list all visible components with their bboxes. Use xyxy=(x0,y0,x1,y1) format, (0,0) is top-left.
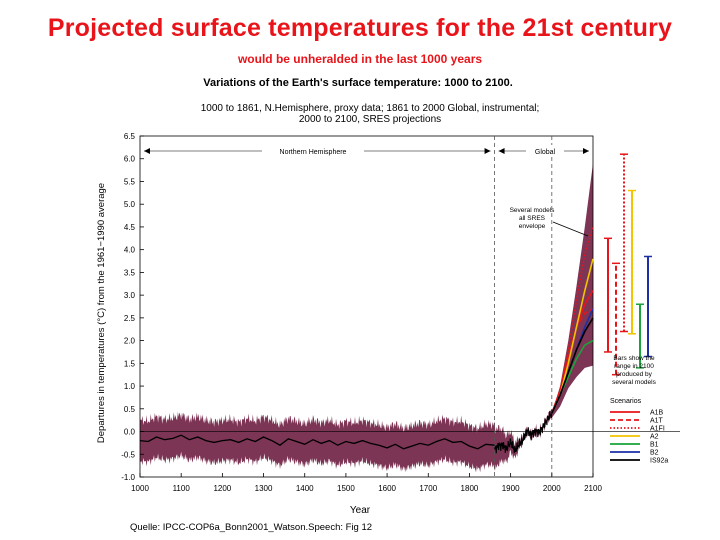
legend-label-b2: B2 xyxy=(650,450,659,457)
proxy-series-line xyxy=(139,434,495,450)
period-label-background xyxy=(262,145,364,156)
y-tick-label: -1.0 xyxy=(121,473,135,482)
y-tick-label: -0.5 xyxy=(121,450,135,459)
y-tick-label: 0.0 xyxy=(124,428,136,437)
scenario-line-a1t xyxy=(551,308,594,414)
legend-label-a1fi: A1FI xyxy=(650,426,665,433)
x-tick-label: 1500 xyxy=(337,484,355,493)
x-tick-label: 1300 xyxy=(255,484,273,493)
source-note: Quelle: IPCC-COP6a_Bonn2001_Watson.Speec… xyxy=(130,522,373,533)
chart-title: Variations of the Earth's surface temper… xyxy=(203,77,513,89)
envelope-annotation-arrow xyxy=(552,221,589,237)
projection-envelope xyxy=(551,163,593,418)
arrow-head-left xyxy=(498,148,505,154)
legend-title: Scenarios xyxy=(610,398,642,405)
y-tick-label: 5.0 xyxy=(124,200,136,209)
x-tick-label: 1100 xyxy=(173,484,191,493)
x-tick-label: 1900 xyxy=(502,484,520,493)
bars-annotation-line: Bars show the xyxy=(613,355,655,362)
slide-subtitle: would be unheralded in the last 1000 yea… xyxy=(237,52,483,66)
y-tick-label: 2.5 xyxy=(124,314,136,323)
legend-label-a2: A2 xyxy=(650,434,659,441)
bars-annotation-line: range in 2100 xyxy=(614,363,654,370)
slide-title: Projected surface temperatures for the 2… xyxy=(47,14,673,42)
y-tick-label: 4.0 xyxy=(124,246,136,255)
plot-frame xyxy=(139,135,594,478)
y-tick-label: 3.0 xyxy=(124,291,136,300)
x-tick-label: 1200 xyxy=(213,484,231,493)
envelope-annotation-line: envelope xyxy=(519,223,546,230)
chart-subtitle-line-2: 2000 to 2100, SRES projections xyxy=(299,114,441,125)
x-tick-label: 1400 xyxy=(296,484,314,493)
y-tick-label: 1.5 xyxy=(124,359,136,368)
period-label-background xyxy=(526,145,564,156)
period-label-global: Global xyxy=(535,149,556,156)
envelope-annotation-line: all SRES xyxy=(519,215,546,222)
y-tick-label: 2.0 xyxy=(124,337,136,346)
y-tick-label: 3.5 xyxy=(124,268,136,277)
y-tick-label: 1.0 xyxy=(124,382,136,391)
period-label-northern-hemisphere: Northern Hemisphere xyxy=(280,149,347,156)
bars-annotation-line: several models xyxy=(612,379,656,386)
arrow-head-left xyxy=(144,148,150,154)
x-tick-label: 1800 xyxy=(461,484,479,493)
legend-label-a1t: A1T xyxy=(650,418,664,425)
y-tick-label: 0.5 xyxy=(124,405,136,414)
instrumental-series-line xyxy=(494,409,553,454)
envelope-annotation-line: Several models xyxy=(510,207,556,214)
x-tick-label: 2000 xyxy=(543,484,561,493)
x-tick-label: 2100 xyxy=(584,484,602,493)
scenario-line-a1fi xyxy=(551,226,594,414)
x-tick-label: 1000 xyxy=(131,484,149,493)
y-tick-label: 6.0 xyxy=(124,155,136,164)
chart-subtitle-line-1: 1000 to 1861, N.Hemisphere, proxy data; … xyxy=(201,103,540,114)
y-tick-label: 4.5 xyxy=(124,223,136,232)
scenario-line-is92a xyxy=(551,317,594,414)
y-tick-label: 6.5 xyxy=(124,132,136,141)
uncertainty-band xyxy=(140,409,552,473)
arrow-head-right xyxy=(484,148,491,154)
legend-label-a1b: A1B xyxy=(650,410,664,417)
y-tick-label: 5.5 xyxy=(124,177,136,186)
legend-label-is92a: IS92a xyxy=(650,458,668,465)
arrow-head-right xyxy=(583,148,589,154)
x-tick-label: 1700 xyxy=(419,484,437,493)
x-axis-label: Year xyxy=(350,505,371,516)
bars-annotation-line: produced by xyxy=(616,371,653,378)
x-tick-label: 1600 xyxy=(378,484,396,493)
y-axis-label: Departures in temperatures (°C) from the… xyxy=(96,183,107,443)
legend-label-b1: B1 xyxy=(650,442,659,449)
